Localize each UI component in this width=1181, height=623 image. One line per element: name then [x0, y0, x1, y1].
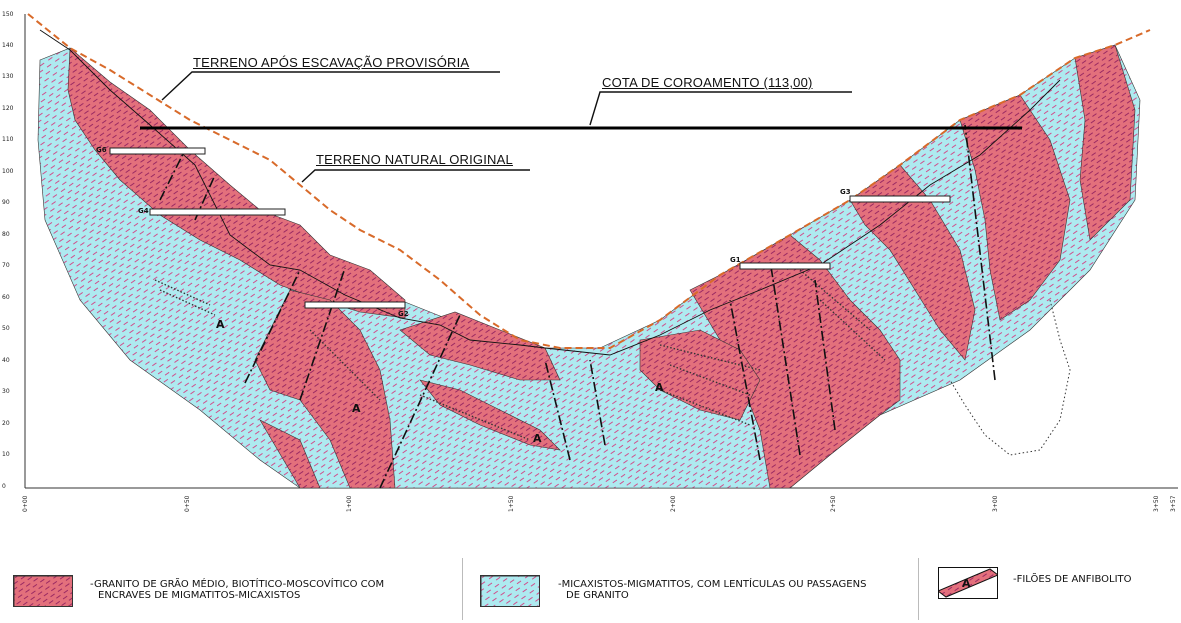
y-tick: 20: [2, 420, 10, 427]
y-tick: 110: [2, 136, 14, 143]
annotation-leaders: [161, 71, 852, 183]
legend-text-filoes: -FILÕES DE ANFIBOLITO: [1013, 574, 1132, 585]
y-tick: 30: [2, 388, 10, 395]
y-tick: 60: [2, 294, 10, 301]
granite-right-band-1: [849, 164, 976, 361]
x-tick: 3+57: [1170, 495, 1177, 512]
borehole-label-g6: G6: [96, 146, 107, 154]
borehole-bars: [109, 147, 951, 309]
borehole-label-g1: G1: [730, 256, 741, 264]
label-cota-coroamento: COTA DE COROAMENTO (113,00): [602, 75, 813, 90]
granite-right-lens: [639, 329, 761, 421]
amphibolite-mark: A: [533, 432, 542, 445]
x-tick: 3+00: [992, 495, 999, 512]
legend-granito-line-1: -GRANITO DE GRÃO MÉDIO, BIOTÍTICO-MOSCOV…: [90, 579, 385, 590]
excavation-ground-line: [39, 29, 1061, 356]
y-tick: 90: [2, 199, 10, 206]
granite-center-lens: [419, 379, 561, 451]
x-tick: 1+50: [508, 495, 515, 512]
granite-left-bottom: [259, 419, 321, 489]
legend-swatch-granito: [13, 575, 73, 607]
y-tick: 140: [2, 42, 14, 49]
legend-granito-line-2: ENCRAVES DE MIGMATITOS-MICAXISTOS: [98, 590, 301, 601]
y-tick: 100: [2, 168, 14, 175]
granite-right-band-2: [959, 94, 1071, 321]
geological-cross-section: [24, 13, 1178, 489]
y-tick: 150: [2, 11, 14, 18]
amphibolite-mark: A: [352, 402, 361, 415]
legend-swatch-filoes: A: [938, 567, 998, 599]
legend-divider: [918, 558, 919, 620]
legend-text-granito: -GRANITO DE GRÃO MÉDIO, BIOTÍTICO-MOSCOV…: [90, 579, 384, 601]
borehole-label-g3: G3: [840, 188, 851, 196]
x-tick: 3+50: [1153, 495, 1160, 512]
amphibolite-mark: A: [216, 318, 225, 331]
legend-text-micaxistos: -MICAXISTOS-MIGMATITOS, COM LENTÍCULAS O…: [558, 579, 866, 601]
label-terreno-natural: TERRENO NATURAL ORIGINAL: [316, 152, 513, 167]
x-tick: 2+50: [830, 495, 837, 512]
legend-micaxistos-line-1: -MICAXISTOS-MIGMATITOS, COM LENTÍCULAS O…: [558, 579, 867, 590]
y-tick: 130: [2, 73, 14, 80]
granite-left-lower: [254, 289, 396, 489]
y-tick: 40: [2, 357, 10, 364]
x-tick: 1+00: [346, 495, 353, 512]
amphibolite-mark: A: [655, 381, 664, 394]
borehole-label-g4: G4: [138, 207, 149, 215]
granite-left-upper: [67, 47, 406, 319]
label-terreno-escavacao: TERRENO APÓS ESCAVAÇÃO PROVISÓRIA: [193, 55, 470, 70]
granite-center-left: [399, 311, 561, 381]
y-tick: 80: [2, 231, 10, 238]
granite-right-band-3: [1074, 44, 1136, 241]
y-tick: 120: [2, 105, 14, 112]
y-tick: 0: [2, 483, 6, 490]
y-tick: 50: [2, 325, 10, 332]
fault-lines: [159, 124, 996, 489]
amphibolite-dikes: [154, 269, 886, 441]
y-tick: 70: [2, 262, 10, 269]
legend-divider: [462, 558, 463, 620]
y-tick: 10: [2, 451, 10, 458]
borehole-label-g2: G2: [398, 310, 409, 318]
x-tick: 0+50: [184, 495, 191, 512]
x-tick: 2+00: [670, 495, 677, 512]
legend-micaxistos-line-2: DE GRANITO: [566, 590, 629, 601]
x-tick: 0+00: [22, 495, 29, 512]
legend-swatch-micaxistos: [480, 575, 540, 607]
legend-filoes-symbol: A: [962, 577, 971, 590]
schist-body: [37, 44, 1141, 489]
